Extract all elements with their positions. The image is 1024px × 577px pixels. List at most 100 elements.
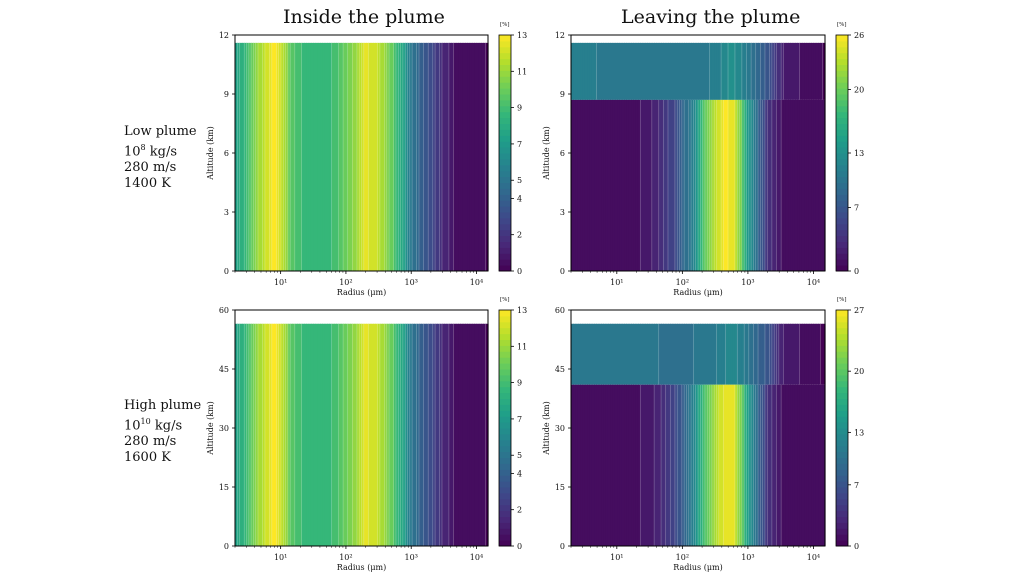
heat-cell — [425, 42, 429, 272]
heat-cell — [244, 323, 248, 546]
heat-cell — [377, 42, 381, 272]
colorbar-segment — [499, 392, 511, 399]
heat-cell — [612, 42, 616, 100]
heat-cell — [587, 42, 591, 100]
heat-cell — [700, 99, 704, 272]
heat-cell — [815, 323, 819, 385]
heat-cell — [764, 42, 768, 100]
heat-cell — [603, 323, 607, 385]
heat-cell — [258, 42, 261, 272]
colorbar-label: [%] — [500, 22, 510, 28]
heat-cell — [658, 42, 662, 100]
heat-cell — [797, 42, 801, 100]
heat-cell — [359, 323, 363, 546]
y-tick-label: 0 — [224, 267, 229, 276]
heat-cell — [693, 384, 697, 546]
heat-cell — [730, 323, 734, 385]
colorbar-tick-label: 9 — [517, 379, 522, 388]
colorbar-segment — [836, 223, 848, 231]
colorbar-segment — [499, 188, 511, 195]
heat-cell — [631, 323, 634, 385]
heat-cell — [400, 42, 404, 272]
heat-cell — [605, 323, 609, 385]
colorbar: 0 7 13 20 27 [%] — [835, 297, 864, 551]
heat-cell — [649, 323, 653, 385]
colorbar-segment — [836, 235, 848, 242]
heat-cell — [758, 384, 761, 546]
heat-cell — [797, 99, 801, 272]
heat-cell — [458, 323, 461, 546]
heat-cell — [264, 323, 268, 546]
heat-cell — [373, 323, 376, 546]
heat-cell — [670, 99, 674, 272]
colorbar-segment — [836, 99, 848, 107]
heat-cell — [617, 323, 621, 385]
heat-cell — [764, 384, 768, 546]
heat-cell — [619, 99, 623, 272]
colorbar-segment — [836, 528, 848, 535]
heat-cell — [663, 99, 667, 272]
heat-cell — [317, 42, 321, 272]
heat-cell — [584, 99, 588, 272]
heat-cell — [649, 99, 653, 272]
heat-cell — [370, 323, 374, 546]
heat-cell — [698, 99, 701, 272]
heat-cell — [633, 99, 637, 272]
heat-cell — [769, 99, 773, 272]
heat-cell — [345, 42, 349, 272]
colorbar-segment — [499, 117, 511, 124]
heat-cell — [601, 99, 604, 272]
heat-cell — [469, 323, 473, 546]
heat-cell — [584, 323, 588, 385]
heat-cell — [267, 42, 271, 272]
heat-cell — [235, 42, 238, 272]
heat-cell — [656, 384, 660, 546]
heat-cell — [612, 99, 616, 272]
heat-cell — [654, 323, 658, 385]
heat-cell — [619, 323, 623, 385]
heat-cell — [714, 42, 718, 100]
heat-cell — [350, 323, 353, 546]
colorbar-segment — [499, 111, 511, 119]
heat-cell — [799, 384, 803, 546]
heat-cell — [656, 323, 660, 385]
heat-cell — [707, 42, 711, 100]
heat-cell — [320, 323, 323, 546]
colorbar-segment — [836, 241, 848, 248]
heat-cell — [661, 384, 664, 546]
colorbar-segment — [499, 105, 511, 113]
heat-cell — [255, 323, 259, 546]
heat-cell — [734, 323, 738, 385]
heat-cell — [414, 323, 418, 546]
heat-cell — [741, 384, 745, 546]
heat-cell — [571, 99, 574, 272]
colorbar-segment — [836, 422, 848, 429]
heat-cell — [746, 323, 750, 385]
heat-cell — [698, 384, 701, 546]
colorbar-segment — [836, 52, 848, 60]
heat-cell — [665, 384, 669, 546]
heat-cell — [248, 42, 252, 272]
heat-cell — [700, 384, 704, 546]
heat-cell — [818, 323, 821, 385]
heat-band-lower — [571, 99, 826, 272]
heat-cell — [631, 384, 634, 546]
heat-cell — [695, 99, 699, 272]
heat-cell — [801, 99, 805, 272]
heat-cell — [276, 323, 280, 546]
colorbar-segment — [499, 70, 511, 77]
colorbar-segment — [499, 265, 511, 272]
colorbar-segment — [836, 88, 848, 95]
heat-cell — [654, 384, 658, 546]
heat-cell — [285, 42, 289, 272]
colorbar-segment — [836, 492, 848, 500]
heat-cell — [739, 384, 743, 546]
x-tick-label: 10³ — [741, 278, 754, 287]
heat-cell — [732, 323, 736, 385]
heat-cell — [338, 323, 342, 546]
heat-cell — [382, 323, 386, 546]
heat-cell — [642, 42, 646, 100]
heat-cell — [442, 323, 445, 546]
heat-cell — [589, 323, 593, 385]
colorbar-segment — [836, 469, 848, 476]
